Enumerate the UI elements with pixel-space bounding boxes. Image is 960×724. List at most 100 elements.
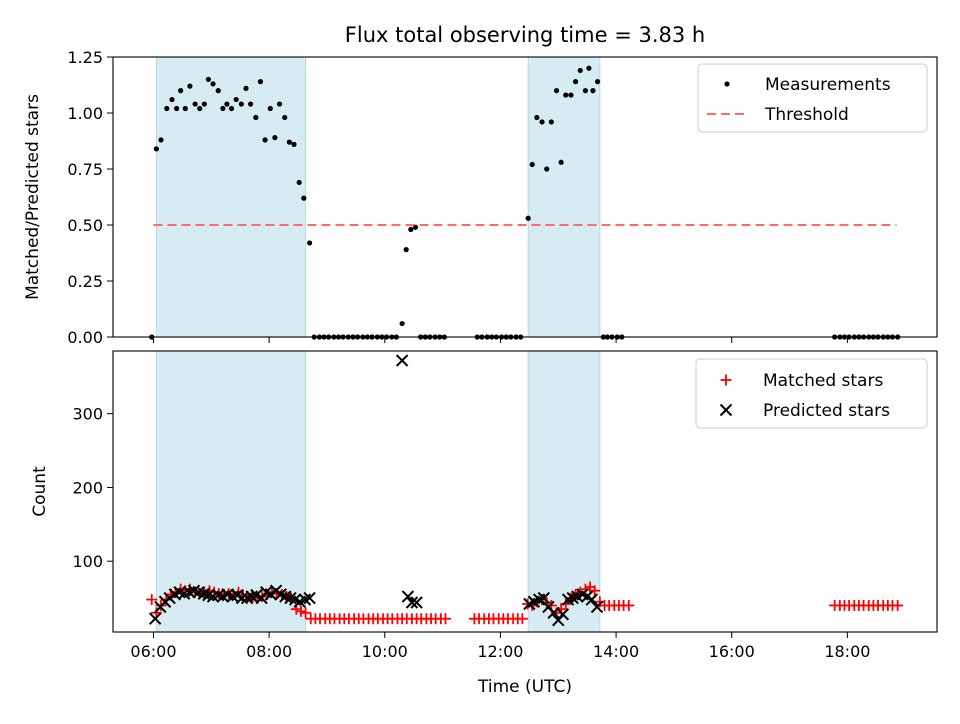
measurement-point: [220, 105, 226, 112]
shaded-interval: [527, 56, 601, 338]
y-axis-label: Matched/Predicted stars: [23, 94, 43, 300]
measurement-point: [582, 88, 589, 94]
measurement-point: [399, 320, 405, 327]
measurement-point: [164, 105, 170, 112]
measurement-point: [534, 114, 540, 121]
x-stroke: [264, 588, 278, 601]
y-tick-label: 300: [72, 405, 103, 424]
matched-point: [146, 594, 158, 606]
measurement-point: [248, 101, 254, 107]
x-stroke: [163, 591, 176, 605]
measurement-point: [238, 101, 244, 107]
measurement-point: [563, 92, 569, 98]
measurement-point: [544, 166, 550, 172]
x-stroke: [250, 588, 263, 602]
x-stroke: [288, 593, 302, 606]
matched-point: [892, 599, 904, 611]
y-tick-label: 1.00: [67, 104, 103, 123]
legend-measurement-marker: [724, 81, 730, 87]
measurement-point: [205, 76, 212, 82]
predicted-point: [149, 612, 162, 625]
y-tick-label: 100: [72, 552, 103, 571]
measurement-point: [201, 101, 207, 107]
measurement-point: [262, 137, 268, 143]
measurement-point: [553, 88, 560, 94]
x-stroke: [197, 587, 210, 600]
matched-point: [300, 607, 312, 619]
measurement-point: [590, 88, 596, 94]
axes-frame: [112, 56, 938, 338]
y-tick-label: 200: [72, 478, 103, 497]
legend-matched-label: Matched stars: [763, 371, 883, 391]
x-stroke: [149, 612, 162, 625]
predicted-point: [537, 591, 551, 605]
measurement-point: [272, 135, 278, 141]
measurement-point: [296, 179, 302, 186]
measurement-point: [257, 79, 264, 85]
measurement-point: [539, 119, 545, 125]
predicted-point: [395, 354, 409, 367]
measurement-point: [286, 139, 292, 145]
top-panel: 0.00 0.25 0.50 0.75 1.00 1.25 Matched/Predicte…: [23, 48, 938, 347]
predicted-point: [303, 591, 316, 605]
measurement-point: [174, 105, 180, 112]
top-legend: Measurements Threshold: [697, 63, 928, 133]
x-stroke: [580, 590, 594, 603]
y-tick-label: 1.25: [67, 48, 103, 67]
bottom-panel: 06:00 08:00 10:00 12:00 14:00 16:00 18:00 100 20…: [30, 350, 938, 661]
measurement-point: [228, 105, 235, 112]
axes-frame: [112, 350, 938, 633]
x-stroke: [284, 591, 297, 605]
x-stroke: [303, 591, 316, 605]
x-stroke: [260, 585, 273, 599]
matched-point: [623, 599, 635, 611]
measurement-point: [158, 137, 164, 143]
x-stroke: [274, 588, 287, 601]
x-stroke: [279, 590, 292, 603]
x-stroke: [719, 403, 733, 417]
x-stroke: [235, 591, 249, 605]
measurement-point: [558, 159, 564, 165]
matched-point: [295, 605, 307, 617]
predicted-point: [264, 588, 278, 601]
x-stroke: [187, 584, 201, 597]
predicted-point: [405, 596, 419, 609]
legend-box: [695, 358, 928, 429]
measurement-point: [192, 101, 198, 107]
matched-point: [560, 598, 572, 610]
x-stroke: [173, 585, 186, 599]
measurement-point: [291, 141, 297, 147]
x-stroke: [231, 588, 244, 602]
x-stroke: [221, 588, 234, 601]
x-stroke: [590, 600, 604, 614]
x-stroke: [576, 588, 589, 601]
x-stroke: [401, 590, 415, 603]
measurement-point: [153, 146, 159, 152]
x-stroke: [585, 593, 598, 606]
x-stroke: [537, 591, 551, 605]
measurement-point: [548, 119, 554, 125]
measurement-point: [197, 105, 203, 112]
y-tick-label: 0.50: [67, 216, 103, 235]
measurement-point: [568, 92, 574, 98]
measurement-point: [267, 105, 273, 112]
measurement-point: [577, 67, 583, 74]
measurement-point: [215, 88, 221, 94]
measurement-point: [233, 96, 239, 103]
shaded-interval: [155, 56, 307, 338]
x-stroke: [405, 596, 419, 609]
measurement-point: [525, 215, 531, 221]
measurement-point: [169, 96, 175, 103]
measurement-point: [301, 195, 307, 201]
x-stroke: [212, 588, 225, 602]
x-stroke: [556, 608, 570, 621]
legend-matched-marker: [720, 374, 732, 386]
predicted-point: [163, 591, 176, 605]
legend-predicted-label: Predicted stars: [763, 401, 890, 421]
x-tick-label: 16:00: [709, 642, 755, 661]
measurement-point: [307, 240, 313, 246]
x-tick-label: 06:00: [130, 642, 176, 661]
matched-point: [516, 613, 528, 625]
measurement-point: [210, 81, 216, 87]
legend-measurements-label: Measurements: [765, 75, 891, 95]
